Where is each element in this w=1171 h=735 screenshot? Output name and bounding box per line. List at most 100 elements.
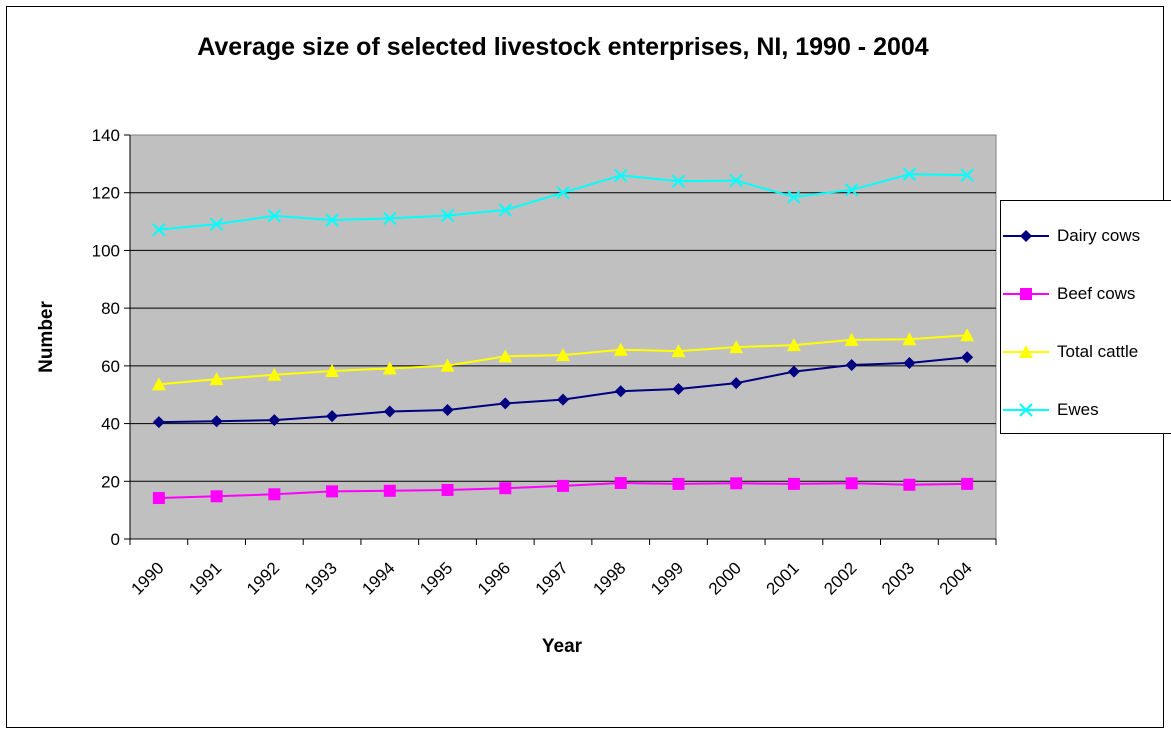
x-tick-label: 1998 xyxy=(589,558,629,598)
legend-swatch-ewes xyxy=(1003,403,1049,417)
x-tick-label: 2001 xyxy=(763,558,803,598)
data-point-ewes xyxy=(267,209,282,223)
y-tick-label: 140 xyxy=(92,126,120,145)
data-point-ewes xyxy=(960,168,974,182)
data-point-beef-cows xyxy=(961,477,974,490)
data-point-beef-cows xyxy=(730,477,743,490)
data-point-dairy-cows xyxy=(268,414,281,427)
data-point-ewes xyxy=(440,208,455,223)
series-layer xyxy=(151,167,975,505)
x-tick-label: 1993 xyxy=(301,558,341,598)
data-point-total-cattle xyxy=(960,328,975,342)
x-tick-label: 1990 xyxy=(128,558,168,598)
data-point-dairy-cows xyxy=(961,351,974,364)
data-point-dairy-cows xyxy=(152,416,165,429)
data-point-beef-cows xyxy=(845,477,858,490)
data-point-ewes xyxy=(498,203,512,217)
data-point-total-cattle xyxy=(844,332,859,346)
data-point-dairy-cows xyxy=(210,415,223,428)
legend-swatch-dairy-cows xyxy=(1003,230,1049,242)
legend-label-beef-cows: Beef cows xyxy=(1057,284,1136,303)
data-point-total-cattle xyxy=(325,364,340,378)
x-tick-label: 1995 xyxy=(416,558,456,598)
y-tick-label: 80 xyxy=(101,299,120,318)
data-point-beef-cows xyxy=(210,490,223,503)
data-point-beef-cows xyxy=(614,477,627,490)
x-tick-label: 1997 xyxy=(532,558,572,598)
data-point-beef-cows xyxy=(441,483,454,496)
data-point-total-cattle xyxy=(151,377,166,391)
y-tick-label: 60 xyxy=(101,357,120,376)
y-axis-title: Number xyxy=(36,301,57,373)
data-point-ewes xyxy=(325,213,339,227)
data-point-beef-cows xyxy=(557,479,569,492)
legend-label-dairy-cows: Dairy cows xyxy=(1057,226,1141,245)
data-point-total-cattle xyxy=(267,367,282,381)
y-tick-label: 120 xyxy=(92,184,120,203)
legend-item-ewes: Ewes xyxy=(1001,400,1099,420)
data-point-ewes xyxy=(556,186,570,200)
data-point-ewes xyxy=(383,211,397,226)
data-point-beef-cows xyxy=(326,485,339,498)
data-point-total-cattle xyxy=(671,344,686,358)
x-tick-label: 2004 xyxy=(936,558,976,598)
data-point-total-cattle xyxy=(902,332,917,346)
data-point-beef-cows xyxy=(268,488,281,501)
x-axis-title: Year xyxy=(542,636,583,657)
data-point-ewes xyxy=(671,174,686,188)
legend-item-dairy-cows: Dairy cows xyxy=(1001,226,1140,246)
legend-item-total-cattle: Total cattle xyxy=(1001,342,1138,362)
data-point-total-cattle xyxy=(556,348,570,362)
legend-marker-ewes xyxy=(1019,403,1033,417)
data-point-dairy-cows xyxy=(499,397,512,410)
legend-marker-beef-cows xyxy=(1020,288,1032,300)
legend-marker-dairy-cows xyxy=(1020,230,1032,242)
y-tick-label: 40 xyxy=(101,415,120,434)
data-point-ewes xyxy=(729,173,743,188)
legend-item-beef-cows: Beef cows xyxy=(1001,284,1135,304)
x-tick-label: 1999 xyxy=(647,558,687,598)
data-point-total-cattle xyxy=(498,349,513,363)
data-point-beef-cows xyxy=(499,482,512,495)
data-point-dairy-cows xyxy=(903,356,916,369)
data-point-beef-cows xyxy=(152,492,165,505)
legend-label-ewes: Ewes xyxy=(1057,400,1099,419)
x-tick-label: 1992 xyxy=(243,558,283,598)
x-tick-label: 2003 xyxy=(878,558,918,598)
data-point-ewes xyxy=(614,168,628,183)
data-point-ewes xyxy=(902,167,917,181)
data-point-dairy-cows xyxy=(383,405,396,418)
data-point-ewes xyxy=(787,190,801,204)
data-point-beef-cows xyxy=(787,477,800,490)
series-dairy-cows xyxy=(152,351,974,429)
x-tick-label: 2000 xyxy=(705,558,745,598)
data-point-total-cattle xyxy=(209,372,224,386)
x-tick-label: 1996 xyxy=(474,558,514,598)
data-point-total-cattle xyxy=(786,338,801,352)
data-point-dairy-cows xyxy=(557,393,569,406)
x-tick-label: 1994 xyxy=(358,558,398,598)
legend: Dairy cows Beef cows Total cattle Ewes xyxy=(1000,200,1171,434)
legend-swatch-beef-cows xyxy=(1003,288,1049,300)
y-tick-label: 100 xyxy=(92,241,120,260)
data-point-total-cattle xyxy=(440,358,455,372)
x-tick-label: 1991 xyxy=(185,558,225,598)
data-point-dairy-cows xyxy=(730,377,743,390)
data-point-total-cattle xyxy=(382,361,397,375)
data-point-dairy-cows xyxy=(787,365,800,378)
data-point-ewes xyxy=(152,222,166,237)
plot-area xyxy=(129,134,997,540)
data-point-total-cattle xyxy=(613,342,628,356)
series-total-cattle xyxy=(151,328,975,391)
data-point-ewes xyxy=(209,217,224,231)
legend-label-total-cattle: Total cattle xyxy=(1057,342,1139,361)
legend-marker-total-cattle xyxy=(1019,345,1033,358)
legend-swatch-total-cattle xyxy=(1003,345,1049,358)
data-point-dairy-cows xyxy=(614,385,627,398)
data-point-beef-cows xyxy=(672,477,685,490)
y-tick-label: 20 xyxy=(101,472,120,491)
data-point-total-cattle xyxy=(729,340,744,354)
data-point-ewes xyxy=(844,183,859,197)
data-point-dairy-cows xyxy=(845,358,858,371)
